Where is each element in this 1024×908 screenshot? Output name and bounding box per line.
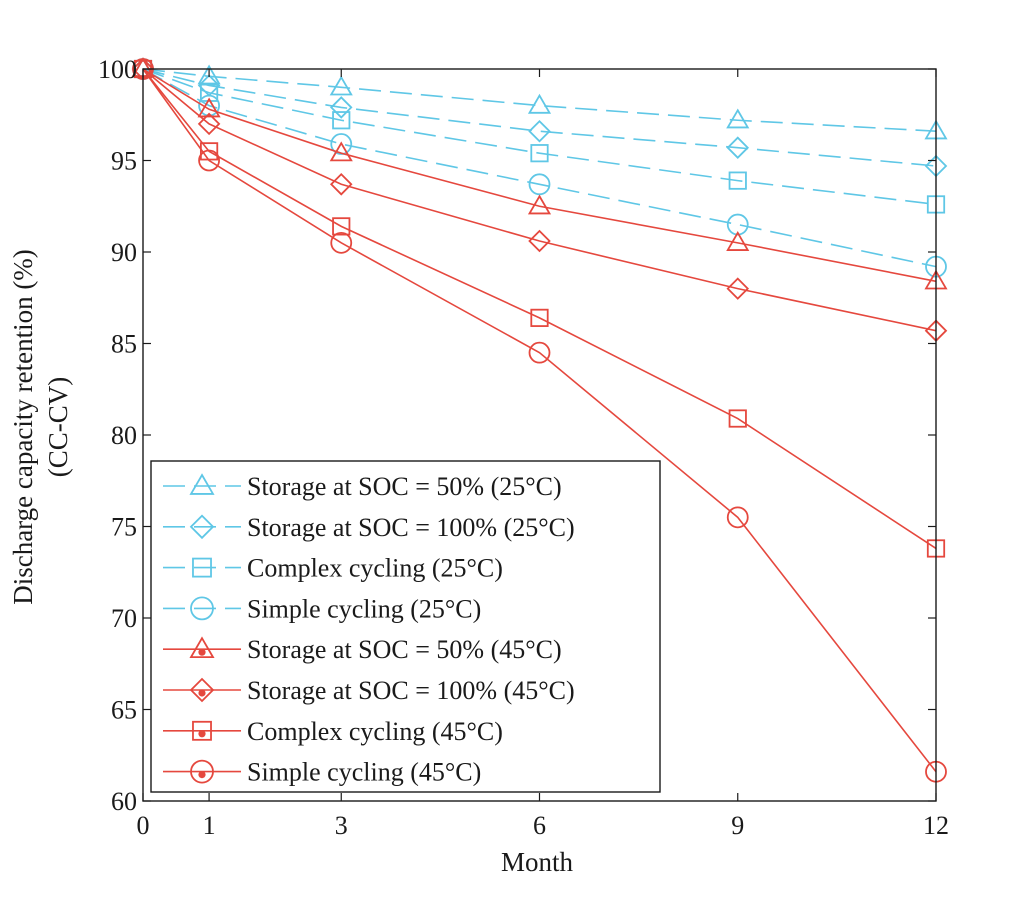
data-point (329, 173, 353, 196)
series-line (142, 68, 937, 773)
series-8 (132, 58, 947, 783)
series-line (142, 68, 937, 268)
x-tick-label: 1 (203, 811, 216, 840)
legend-entry: Storage at SOC = 100% (45°C) (163, 676, 575, 705)
y-tick-label: 65 (111, 696, 137, 725)
data-point (728, 409, 747, 428)
data-point (528, 173, 551, 196)
data-point (329, 141, 353, 162)
legend-label: Storage at SOC = 100% (45°C) (247, 676, 575, 705)
y-tick-label: 95 (111, 147, 137, 176)
legend-label: Simple cycling (25°C) (247, 594, 481, 623)
data-point (332, 111, 351, 130)
legend-marker (192, 720, 212, 741)
legend-entry: Simple cycling (45°C) (163, 758, 481, 787)
legend-marker (189, 677, 215, 703)
series-line (142, 68, 937, 283)
series-line (142, 68, 937, 332)
data-point (330, 231, 353, 254)
data-point (329, 96, 353, 119)
legend-dot (198, 730, 206, 738)
series-line (142, 68, 937, 167)
data-point (726, 231, 750, 251)
legend-entry: Complex cycling (25°C) (163, 554, 503, 583)
legend-dot (198, 648, 206, 656)
data-point (726, 506, 749, 529)
legend-marker (189, 473, 215, 495)
series-5 (131, 57, 948, 290)
legend-label: Storage at SOC = 100% (25°C) (247, 513, 575, 542)
x-tick-label: 3 (335, 811, 348, 840)
legend-entry: Storage at SOC = 50% (45°C) (163, 635, 562, 664)
x-axis-label: Month (501, 847, 574, 877)
legend-label: Storage at SOC = 50% (45°C) (247, 635, 562, 664)
y-tick-label: 75 (111, 513, 137, 542)
data-point (726, 108, 750, 129)
data-point (728, 171, 747, 190)
legend-box (150, 460, 661, 793)
legend-entry: Complex cycling (45°C) (163, 717, 503, 746)
x-tick-label: 9 (731, 811, 744, 840)
legend-label: Storage at SOC = 50% (25°C) (247, 472, 562, 501)
x-tick-label: 6 (533, 811, 546, 840)
data-point (527, 194, 552, 215)
legend-dot (198, 771, 206, 779)
data-point (197, 64, 221, 85)
y-tick-label: 85 (111, 330, 137, 359)
series-line (142, 68, 937, 206)
legend-label: Simple cycling (45°C) (247, 758, 481, 787)
data-point (332, 217, 351, 236)
y-axis-label-sub: (CC-CV) (43, 377, 73, 478)
data-point (197, 112, 221, 136)
y-tick-label: 60 (111, 787, 137, 816)
series-line (142, 68, 937, 133)
data-point (530, 144, 549, 163)
series-line (142, 68, 937, 550)
legend-marker (189, 514, 215, 540)
data-point (528, 229, 551, 253)
legend-entry: Storage at SOC = 100% (25°C) (163, 513, 575, 542)
legend-marker (189, 636, 215, 659)
data-point (198, 149, 220, 172)
y-tick-label: 90 (111, 238, 137, 267)
legend: Storage at SOC = 50% (25°C) Storage at SO… (150, 460, 661, 793)
y-tick-label: 70 (111, 604, 137, 633)
y-tick-label: 100 (98, 55, 137, 84)
legend-marker (190, 759, 214, 784)
data-point (726, 277, 750, 300)
x-tick-label: 12 (923, 811, 949, 840)
data-point (530, 308, 549, 327)
x-tick-label: 0 (137, 811, 150, 840)
y-axis-label: Discharge capacity retention (%) (8, 249, 38, 605)
data-point (528, 119, 551, 143)
data-point (527, 93, 552, 114)
series-6 (131, 57, 948, 342)
legend-entry: Storage at SOC = 50% (25°C) (163, 472, 562, 501)
data-point (329, 75, 353, 96)
axes: 60 65 70 75 80 85 90 95 100 0 1 3 6 9 12 (98, 55, 949, 840)
data-point (197, 97, 221, 118)
y-tick-label: 80 (111, 421, 137, 450)
data-point (528, 341, 551, 364)
legend-entry: Simple cycling (25°C) (163, 594, 481, 623)
legend-label: Complex cycling (45°C) (247, 717, 503, 746)
legend-dot (198, 689, 206, 697)
data-point (726, 136, 750, 159)
legend-marker (190, 596, 214, 621)
legend-marker (192, 557, 212, 578)
series-4 (132, 58, 947, 278)
legend-label: Complex cycling (25°C) (247, 554, 503, 583)
data-point (330, 133, 353, 155)
